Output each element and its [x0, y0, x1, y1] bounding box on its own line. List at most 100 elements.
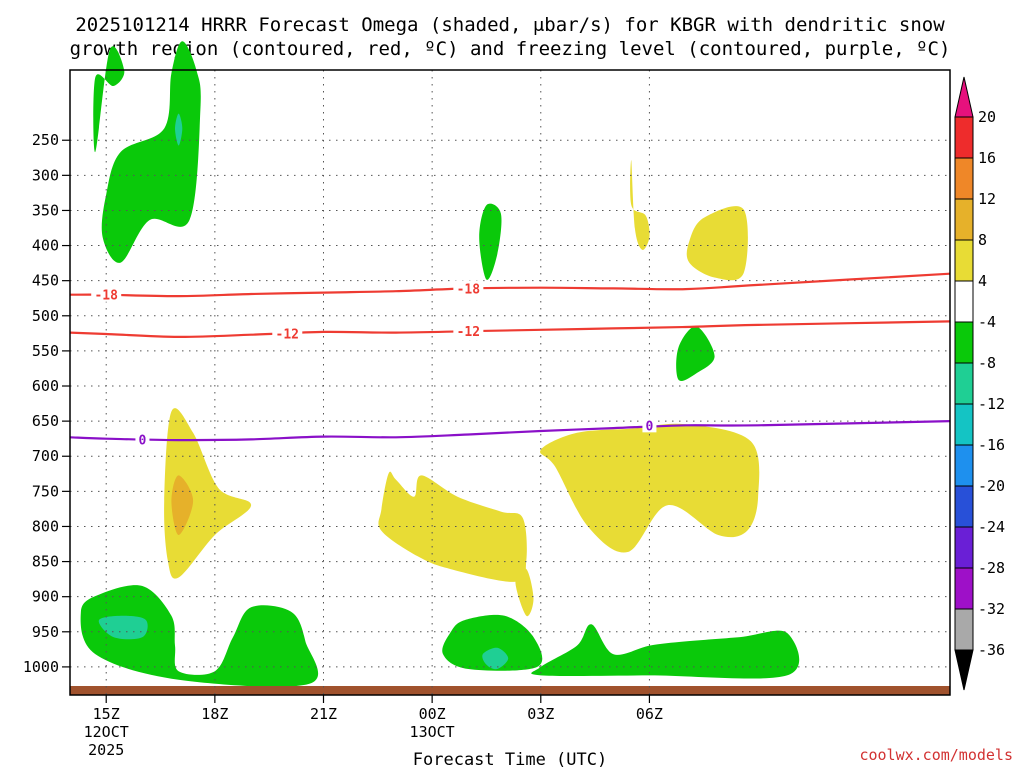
omega-region-5	[686, 206, 748, 281]
y-tick-label: 350	[32, 201, 59, 219]
colorbar-segment	[954, 608, 974, 651]
contour-labels: -18 -18 -12 -12 0 0	[91, 280, 657, 448]
colorbar-segment	[954, 198, 974, 241]
y-tick-label: 850	[32, 553, 59, 571]
y-tick-label: 700	[32, 447, 59, 465]
omega-region-13	[98, 615, 148, 640]
colorbar-segment	[954, 157, 974, 200]
y-tick-label: 800	[32, 517, 59, 535]
colorbar-segment	[954, 485, 974, 528]
chart-title-line-2: growth region (contoured, red, ºC) and f…	[70, 38, 951, 60]
x-tick-label: 15Z	[93, 705, 120, 723]
y-tick-label: 900	[32, 588, 59, 606]
colorbar-label: 16	[978, 149, 996, 167]
colorbar-segment	[954, 362, 974, 405]
omega-region-9	[378, 471, 527, 582]
colorbar-label: -28	[978, 559, 1005, 577]
colorbar-segment	[954, 321, 974, 364]
y-tick-label: 450	[32, 272, 59, 290]
omega-region-1	[101, 41, 201, 263]
omega-region-14	[442, 614, 543, 671]
contour-label-bg	[272, 325, 303, 341]
x-tick-label: 18Z	[201, 705, 228, 723]
x-tick-label: 2025	[88, 741, 124, 759]
omega-region-12	[80, 585, 319, 687]
omega-region-7	[164, 408, 252, 579]
temperature-contours	[69, 272, 951, 442]
omega-shaded-regions	[80, 41, 800, 687]
omega-region-3	[479, 203, 502, 280]
colorbar-segment	[954, 116, 974, 159]
colorbar-label: -20	[978, 477, 1005, 495]
x-tick-label: 00Z	[419, 705, 446, 723]
y-tick-label: 400	[32, 237, 59, 255]
x-tick-label: 06Z	[636, 705, 663, 723]
y-tick-label: 1000	[23, 658, 59, 676]
y-tick-label: 550	[32, 342, 59, 360]
colorbar-label: -36	[978, 641, 1005, 659]
colorbar-label: 4	[978, 272, 987, 290]
y-tick-label: 600	[32, 377, 59, 395]
contour-label-text: -12	[457, 325, 480, 340]
x-tick-label: 12OCT	[84, 723, 129, 741]
ground-strip	[70, 686, 950, 695]
contour-label-text: 0	[139, 433, 147, 448]
colorbar-segment	[954, 444, 974, 487]
omega-region-6	[676, 326, 715, 381]
colorbar-segment	[954, 403, 974, 446]
dotted-grid	[70, 70, 950, 695]
contour-label-text: -12	[276, 327, 299, 342]
colorbar-label: 8	[978, 231, 987, 249]
colorbar-label: -24	[978, 518, 1005, 536]
omega-region-15	[482, 647, 509, 670]
contour-line--18	[69, 272, 951, 298]
y-tick-label: 750	[32, 482, 59, 500]
chart-title-line-1: 2025101214 HRRR Forecast Omega (shaded, …	[75, 14, 945, 36]
pressure-axis: 250 300 350 400 450 500 550 600 650 700 750 800 850 9…	[23, 131, 70, 676]
contour-label-bg	[135, 431, 150, 447]
contour-label-bg	[453, 280, 484, 296]
colorbar-label: 20	[978, 108, 996, 126]
colorbar-bottom-arrow	[954, 649, 974, 691]
x-tick-label: 21Z	[310, 705, 337, 723]
y-tick-label: 250	[32, 131, 59, 149]
contour-label-text: -18	[457, 282, 481, 297]
x-tick-label: 03Z	[527, 705, 554, 723]
colorbar-segment	[954, 526, 974, 569]
colorbar-label: -8	[978, 354, 996, 372]
omega-region-4	[630, 160, 650, 250]
plot-frame	[69, 69, 951, 696]
x-tick-label: 13OCT	[410, 723, 455, 741]
omega-region-0	[93, 46, 125, 153]
contour-label-text: -18	[94, 289, 118, 304]
omega-region-2	[175, 113, 183, 146]
y-tick-label: 300	[32, 166, 59, 184]
colorbar-label: -4	[978, 313, 996, 331]
ground-surface	[70, 686, 950, 695]
omega-region-11	[515, 568, 534, 617]
colorbar-label: -12	[978, 395, 1005, 413]
colorbar-label: -16	[978, 436, 1005, 454]
contour-label-bg	[91, 286, 122, 302]
colorbar-label: -32	[978, 600, 1005, 618]
contour-line-0	[69, 420, 951, 442]
omega-region-8	[171, 475, 194, 535]
colorbar-segment	[954, 239, 974, 282]
colorbar-label: 12	[978, 190, 996, 208]
contour-label-bg	[642, 417, 657, 433]
contour-label-text: 0	[646, 419, 654, 434]
x-axis-title: Forecast Time (UTC)	[413, 750, 607, 768]
credit-text: coolwx.com/models	[859, 746, 1013, 764]
omega-region-16	[531, 624, 800, 679]
contour-line--12	[69, 320, 951, 339]
omega-colorbar: 20 16 12 8 4 -4 -8 -12 -16 -20 -24 -28 -32 -36	[954, 76, 1005, 691]
colorbar-segment	[954, 280, 974, 323]
colorbar-top-arrow	[954, 76, 974, 118]
colorbar-segment	[954, 567, 974, 610]
contour-label-bg	[453, 323, 484, 339]
omega-region-10	[540, 423, 760, 553]
y-tick-label: 650	[32, 412, 59, 430]
y-tick-label: 500	[32, 307, 59, 325]
